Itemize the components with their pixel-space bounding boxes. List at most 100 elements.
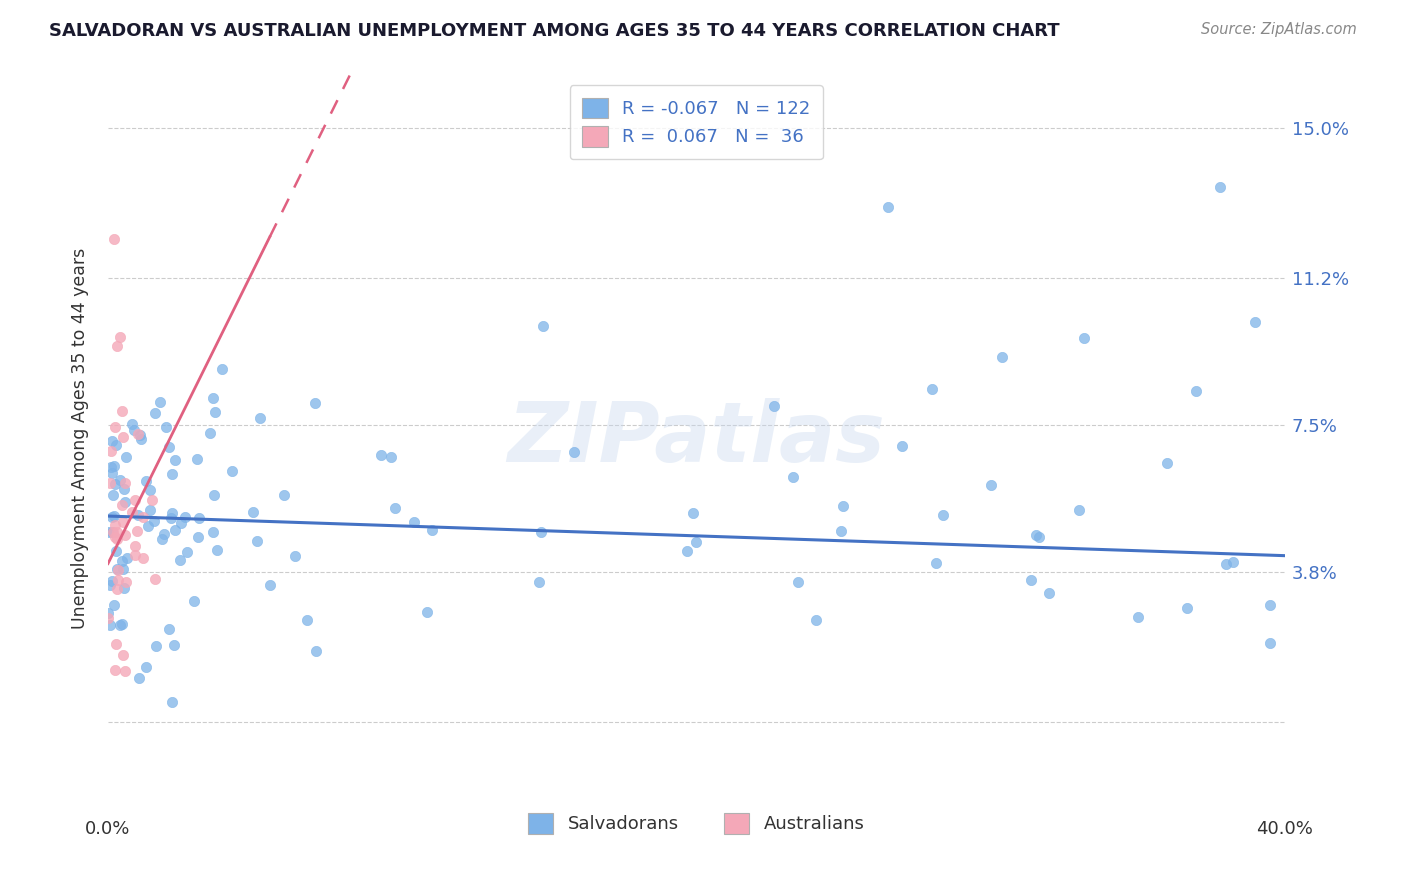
Point [980, 478, 1002, 492]
Point [202, 391, 225, 405]
Point [1222, 555, 1244, 569]
Point [160, 506, 183, 520]
Point [111, 499, 134, 513]
Point [103, 232, 125, 246]
Point [98, 578, 121, 592]
Text: Source: ZipAtlas.com: Source: ZipAtlas.com [1201, 22, 1357, 37]
Point [1019, 573, 1042, 587]
Point [124, 423, 146, 437]
Point [101, 525, 124, 540]
Point [127, 508, 149, 523]
Point [108, 330, 131, 344]
Point [115, 551, 138, 566]
Point [531, 318, 554, 333]
Point [103, 477, 125, 491]
Legend: Salvadorans, Australians: Salvadorans, Australians [517, 802, 876, 845]
Point [249, 410, 271, 425]
Point [162, 638, 184, 652]
Point [204, 405, 226, 419]
Point [115, 574, 138, 589]
Point [402, 515, 425, 529]
Point [284, 549, 307, 563]
Point [202, 488, 225, 502]
Point [925, 556, 948, 570]
Point [832, 499, 855, 513]
Point [1258, 636, 1281, 650]
Point [98, 617, 121, 632]
Point [1067, 503, 1090, 517]
Point [160, 467, 183, 481]
Point [782, 469, 804, 483]
Point [1215, 557, 1237, 571]
Point [128, 428, 150, 442]
Point [221, 464, 243, 478]
Point [101, 574, 124, 589]
Point [111, 616, 134, 631]
Point [145, 572, 167, 586]
Point [105, 562, 128, 576]
Point [1038, 586, 1060, 600]
Point [114, 528, 136, 542]
Point [100, 460, 122, 475]
Point [135, 659, 157, 673]
Point [1244, 315, 1267, 329]
Point [104, 518, 127, 533]
Point [103, 458, 125, 473]
Point [105, 543, 128, 558]
Point [103, 524, 125, 539]
Point [562, 445, 585, 459]
Point [876, 200, 898, 214]
Point [98, 475, 121, 490]
Point [111, 515, 134, 529]
Point [97, 611, 120, 625]
Point [157, 440, 180, 454]
Point [804, 613, 827, 627]
Point [675, 544, 697, 558]
Point [259, 578, 281, 592]
Point [101, 488, 124, 502]
Point [107, 563, 129, 577]
Point [921, 382, 943, 396]
Point [104, 637, 127, 651]
Point [124, 548, 146, 562]
Point [160, 510, 183, 524]
Point [121, 417, 143, 431]
Point [105, 524, 128, 539]
Point [762, 399, 785, 413]
Point [112, 430, 135, 444]
Point [139, 503, 162, 517]
Point [1025, 528, 1047, 542]
Point [527, 574, 550, 589]
Y-axis label: Unemployment Among Ages 35 to 44 years: Unemployment Among Ages 35 to 44 years [72, 248, 89, 630]
Point [141, 493, 163, 508]
Point [163, 453, 186, 467]
Point [990, 350, 1012, 364]
Point [104, 530, 127, 544]
Point [132, 509, 155, 524]
Point [1156, 456, 1178, 470]
Point [108, 617, 131, 632]
Point [111, 648, 134, 662]
Point [136, 519, 159, 533]
Point [105, 533, 128, 547]
Point [380, 450, 402, 465]
Point [112, 562, 135, 576]
Point [370, 448, 392, 462]
Point [114, 495, 136, 509]
Point [1175, 601, 1198, 615]
Point [127, 427, 149, 442]
Point [124, 539, 146, 553]
Point [132, 551, 155, 566]
Point [416, 606, 439, 620]
Point [685, 534, 707, 549]
Point [1126, 610, 1149, 624]
Point [105, 582, 128, 597]
Point [205, 543, 228, 558]
Point [1073, 330, 1095, 344]
Point [1258, 598, 1281, 612]
Point [246, 534, 269, 549]
Point [682, 506, 704, 520]
Point [1028, 530, 1050, 544]
Point [103, 598, 125, 612]
Point [103, 509, 125, 524]
